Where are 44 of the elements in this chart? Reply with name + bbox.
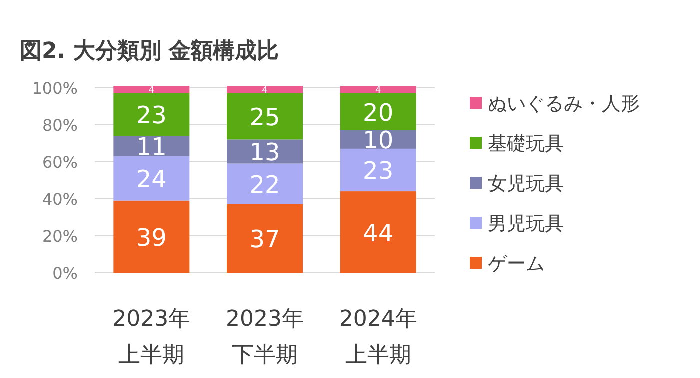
data-label: 20 — [363, 98, 394, 127]
bar — [227, 93, 303, 140]
y-tick-label: 100% — [32, 78, 78, 98]
legend-label: ゲーム — [488, 253, 545, 275]
data-label: 25 — [250, 104, 280, 132]
data-label: 24 — [136, 166, 167, 194]
bar — [114, 93, 190, 136]
y-tick-label: 80% — [42, 116, 78, 135]
data-label: 37 — [250, 226, 280, 254]
data-label: 22 — [250, 171, 280, 200]
data-label: 4 — [148, 86, 155, 96]
bar — [340, 148, 416, 192]
chart-title: 図2. 大分類別 金額構成比 — [20, 39, 279, 64]
data-label: 44 — [363, 219, 394, 248]
y-tick-label: 60% — [42, 152, 78, 172]
data-label: 11 — [136, 133, 167, 162]
legend-label: 女児玩具 — [488, 173, 564, 195]
bar — [114, 200, 190, 273]
y-tick-label: 20% — [42, 226, 78, 246]
x-tick-label: 2023年下半期 — [225, 306, 305, 370]
data-label: 4 — [375, 86, 382, 96]
legend-label: 男児玩具 — [488, 213, 564, 235]
bar — [340, 86, 416, 94]
x-tick-label: 2024年上半期 — [338, 306, 418, 370]
data-label: 10 — [363, 126, 394, 155]
y-tick-label: 40% — [42, 190, 78, 209]
bar — [227, 204, 303, 273]
x-tick-label: 2023年上半期 — [112, 306, 192, 370]
bar — [340, 192, 416, 273]
data-label: 39 — [136, 224, 167, 252]
bar — [114, 136, 190, 156]
legend-label: 基礎玩具 — [488, 133, 564, 155]
bar — [340, 93, 416, 130]
bar — [227, 86, 303, 94]
data-label: 23 — [363, 157, 394, 186]
bar — [114, 156, 190, 201]
data-label: 4 — [262, 86, 268, 96]
data-label: 23 — [136, 102, 167, 130]
y-tick-label: 0% — [52, 264, 78, 283]
bar — [227, 164, 303, 204]
bar — [114, 86, 190, 94]
bar — [227, 140, 303, 164]
legend-label: ぬいぐるみ・人形 — [488, 93, 640, 115]
data-label: 13 — [250, 138, 280, 167]
